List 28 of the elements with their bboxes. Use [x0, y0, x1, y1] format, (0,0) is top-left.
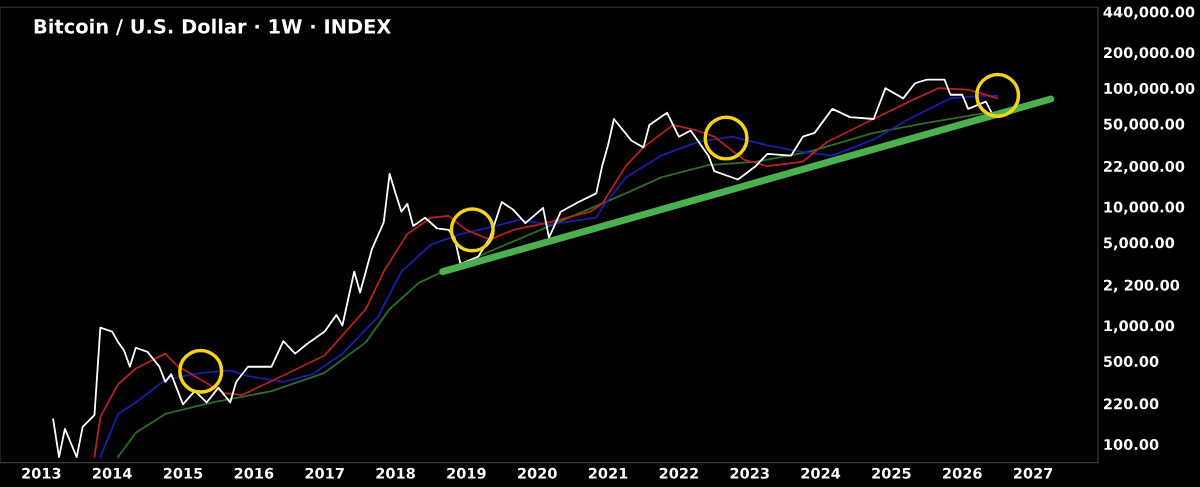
x-tick-label: 2025: [872, 467, 911, 479]
x-tick-label: 2017: [305, 467, 344, 479]
x-tick-label: 2023: [730, 467, 769, 479]
x-tick-label: 2018: [376, 467, 415, 479]
x-tick-label: 2021: [588, 467, 628, 479]
y-tick-label: 500.00: [1103, 356, 1159, 368]
y-tick-label: 10,000.00: [1104, 201, 1185, 215]
x-tick-label: 2024: [801, 467, 841, 479]
x-tick-label: 2014: [93, 467, 132, 479]
y-tick-label: 1,000.00: [1104, 320, 1175, 334]
x-tick-label: 2015: [163, 467, 203, 479]
y-tick-label: 100,000.00: [1104, 82, 1195, 96]
x-tick-label: 2027: [1013, 467, 1053, 479]
y-tick-label: 2, 200.00: [1104, 279, 1180, 293]
y-tick-label: 100.00: [1104, 438, 1159, 451]
y-tick-label: 22,000.00: [1104, 160, 1185, 174]
x-tick-label: 2019: [447, 467, 486, 479]
x-tick-label: 2026: [943, 467, 982, 479]
x-tick-label: 2013: [22, 467, 61, 479]
y-tick-label: 200,000.00: [1104, 47, 1195, 61]
text: Bitcoin / U.S. Dollar · 1W · INDEX: [34, 18, 391, 36]
y-tick-label: 5,000.00: [1103, 237, 1175, 251]
x-tick-label: 2016: [234, 467, 274, 479]
x-tick-label: 2020: [518, 467, 557, 479]
y-tick-label: 220.00: [1104, 398, 1159, 410]
x-tick-label: 2022: [659, 467, 698, 479]
y-tick-label: 50,000.00: [1103, 118, 1185, 132]
y-tick-label: 440,000.00: [1103, 6, 1195, 20]
